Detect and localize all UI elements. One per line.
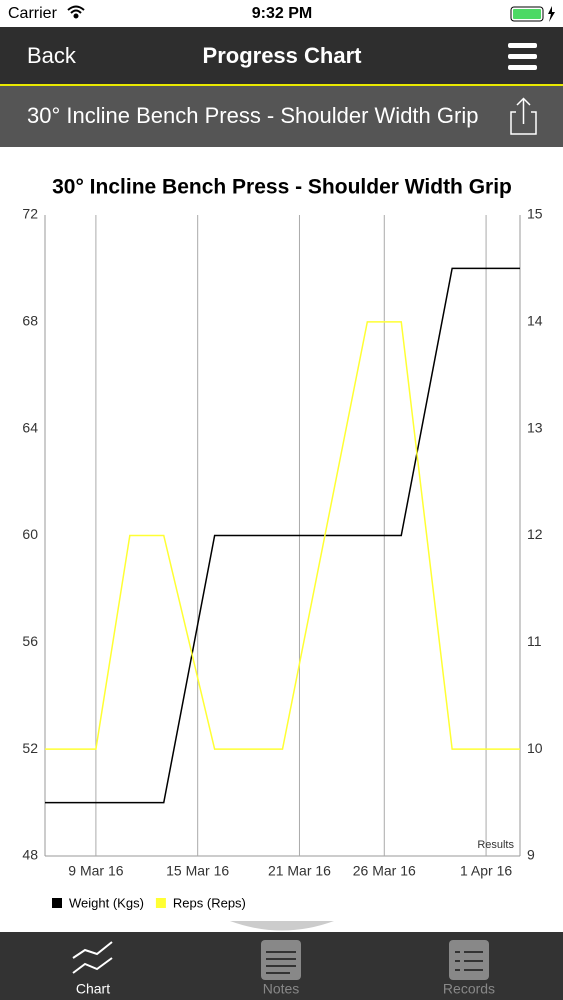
legend-swatch: [52, 898, 62, 908]
tab-notch: [230, 921, 334, 931]
exercise-name: 30° Incline Bench Press - Shoulder Width…: [27, 103, 478, 128]
x-tick-label: 21 Mar 16: [268, 863, 331, 879]
series-line: [45, 321, 520, 750]
tab-chart[interactable]: Chart: [76, 981, 110, 997]
menu-button[interactable]: [508, 43, 537, 70]
nav-accent: [0, 84, 563, 86]
y-tick-label: 56: [22, 633, 38, 649]
tab-notes[interactable]: Notes: [263, 981, 300, 997]
chart-tab-icon: [72, 941, 113, 974]
nav-bar: [0, 27, 563, 85]
clock: 9:32 PM: [252, 5, 312, 22]
nav-title: Progress Chart: [203, 43, 363, 68]
x-tick-label: 1 Apr 16: [460, 863, 512, 879]
tab-records[interactable]: Records: [443, 981, 495, 997]
battery-icon: [510, 6, 555, 22]
annotation: Results: [477, 839, 514, 851]
chart: 30° Incline Bench Press - Shoulder Width…: [22, 176, 542, 911]
chart-title: 30° Incline Bench Press - Shoulder Width…: [52, 176, 512, 199]
x-tick-label: 26 Mar 16: [353, 863, 416, 879]
y2-tick-label: 13: [527, 419, 543, 435]
y-tick-label: 72: [22, 206, 38, 222]
y-tick-label: 68: [22, 313, 38, 329]
exercise-bar: [0, 86, 563, 147]
legend-swatch: [155, 898, 166, 908]
y2-tick-label: 9: [527, 847, 535, 863]
y-tick-label: 48: [22, 847, 38, 863]
y2-tick-label: 12: [527, 526, 543, 542]
notes-tab-icon: [261, 940, 301, 980]
y-tick-label: 60: [22, 526, 38, 542]
records-tab-icon: [449, 940, 489, 980]
legend-label: Reps (Reps): [173, 895, 246, 910]
y2-tick-label: 10: [527, 740, 543, 756]
x-tick-label: 15 Mar 16: [166, 863, 229, 879]
status-bar: [0, 0, 563, 27]
series-line: [45, 267, 520, 804]
y2-tick-label: 15: [527, 206, 543, 222]
y2-tick-label: 14: [527, 313, 543, 329]
y2-tick-label: 11: [527, 633, 542, 649]
wifi-icon: [67, 5, 85, 19]
legend-label: Weight (Kgs): [69, 895, 144, 910]
share-button[interactable]: [510, 97, 537, 135]
y-tick-label: 64: [22, 419, 38, 435]
carrier: Carrier: [8, 5, 58, 22]
y-tick-label: 52: [22, 740, 38, 756]
x-tick-label: 9 Mar 16: [68, 863, 123, 879]
back-button[interactable]: Back: [27, 43, 77, 68]
